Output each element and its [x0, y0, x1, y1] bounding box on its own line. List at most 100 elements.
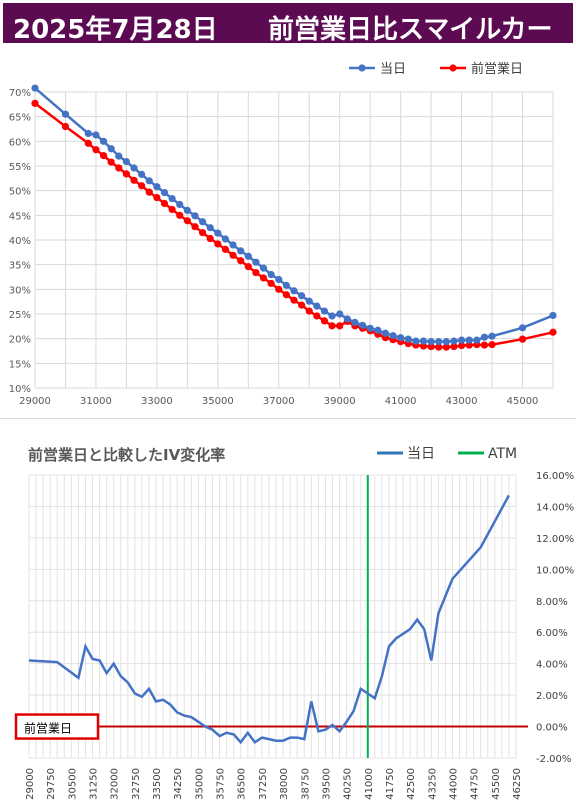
data-point-today — [320, 307, 329, 315]
x-tick-label: 45500 — [491, 768, 502, 800]
data-point-previous — [115, 164, 123, 172]
smile-curve-chart: 10% 15% 20% 25% 30% 35% 40% 45% 50% 55% 60% 65% 70% 2… — [0, 46, 576, 419]
data-point-previous — [320, 317, 329, 325]
data-point-today — [229, 241, 237, 249]
x-tick-label: 30500 — [67, 768, 78, 800]
x-tick-label: 33500 — [152, 768, 163, 800]
y-tick-label: 12.00% — [536, 534, 574, 545]
data-point-today — [336, 310, 344, 318]
data-point-previous — [92, 146, 100, 154]
data-point-previous — [237, 257, 245, 265]
data-point-previous — [328, 322, 336, 330]
data-point-today — [107, 145, 115, 153]
data-point-previous — [99, 152, 108, 160]
y-tick-label: 15% — [9, 359, 31, 370]
x-tick-label: 41750 — [385, 768, 396, 800]
x-tick-label: 31000 — [80, 396, 112, 407]
x-tick-label: 33000 — [141, 396, 173, 407]
data-point-today — [191, 212, 199, 220]
reference-label: 前営業日 — [24, 721, 72, 736]
legend-marker — [449, 64, 457, 72]
data-point-today — [198, 218, 207, 226]
data-point-previous — [214, 240, 222, 248]
data-point-previous — [259, 274, 268, 282]
data-point-today — [92, 131, 100, 139]
data-point-today — [259, 264, 268, 272]
y-tick-label: 50% — [9, 187, 31, 198]
x-tick-label: 37000 — [263, 396, 295, 407]
y-tick-label: 55% — [9, 162, 31, 173]
y-tick-label: 0.00% — [536, 723, 568, 734]
data-point-today — [358, 321, 367, 329]
x-tick-label: 35750 — [216, 768, 227, 800]
data-point-today — [168, 194, 176, 203]
data-point-previous — [427, 342, 435, 351]
header-date: 2025年7月28日 — [13, 15, 218, 45]
data-point-previous — [107, 158, 115, 166]
data-point-today — [381, 329, 390, 337]
data-point-previous — [244, 263, 252, 271]
y-tick-label: 20% — [9, 335, 31, 346]
data-point-previous — [298, 301, 306, 309]
data-point-previous — [305, 307, 313, 315]
data-point-today — [221, 235, 230, 243]
data-point-today — [290, 287, 298, 295]
data-point-today — [366, 324, 374, 332]
data-point-previous — [84, 139, 92, 147]
smile-curve-svg: 10% 15% 20% 25% 30% 35% 40% 45% 50% 55% 60% 65% 70% 2… — [9, 61, 557, 407]
data-point-today — [237, 247, 245, 255]
data-point-previous — [252, 268, 260, 277]
data-point-today — [435, 338, 443, 346]
data-point-previous — [183, 217, 191, 225]
y-tick-label: 10.00% — [536, 565, 574, 576]
y-tick-label: 2.00% — [536, 691, 568, 702]
data-point-today — [518, 324, 527, 332]
data-point-today — [343, 315, 351, 323]
data-point-today — [122, 157, 131, 166]
data-point-today — [480, 333, 489, 341]
data-point-today — [176, 200, 184, 209]
reference-label-box — [14, 713, 100, 740]
data-point-today — [305, 297, 313, 305]
data-point-previous — [229, 251, 237, 259]
x-tick-label: 43000 — [446, 396, 478, 407]
x-tick-label: 44750 — [470, 768, 481, 800]
data-point-previous — [130, 176, 138, 184]
data-point-today — [130, 164, 138, 172]
y-tick-label: 10% — [9, 384, 31, 395]
data-point-today — [328, 312, 336, 320]
x-tick-label: 29000 — [25, 768, 36, 800]
x-tick-label: 31250 — [89, 768, 100, 800]
data-point-today — [351, 318, 359, 326]
x-tick-label: 44000 — [448, 768, 459, 800]
data-point-previous — [206, 234, 214, 243]
y-tick-label: 40% — [9, 236, 31, 247]
data-point-previous — [450, 342, 458, 351]
data-point-today — [473, 336, 481, 344]
data-point-today — [450, 337, 458, 345]
x-tick-label: 41000 — [385, 396, 417, 407]
data-point-today — [84, 129, 92, 138]
data-point-today — [214, 229, 222, 237]
y-tick-label: 65% — [9, 113, 31, 124]
data-point-today — [153, 183, 161, 191]
x-tick-label: 34250 — [173, 768, 184, 800]
series-line-previous — [34, 102, 554, 349]
chart-title: 前営業日と比較したIV変化率 — [28, 446, 225, 464]
data-point-previous — [336, 322, 344, 330]
y-tick-label: 35% — [9, 261, 31, 272]
data-point-today — [160, 189, 169, 197]
legend-marker — [358, 64, 366, 72]
x-tick-label: 32000 — [110, 768, 121, 800]
x-tick-label: 45000 — [507, 396, 539, 407]
data-point-previous — [480, 341, 489, 349]
x-tick-label: 39500 — [321, 768, 332, 800]
x-tick-label: 39000 — [324, 396, 356, 407]
data-point-previous — [465, 341, 473, 349]
data-point-today — [99, 137, 108, 145]
data-point-previous — [145, 188, 153, 196]
x-tick-label: 32750 — [131, 768, 142, 800]
y-tick-label: -2.00% — [536, 754, 571, 765]
y-tick-label: 60% — [9, 137, 31, 148]
y-tick-label: 30% — [9, 285, 31, 296]
